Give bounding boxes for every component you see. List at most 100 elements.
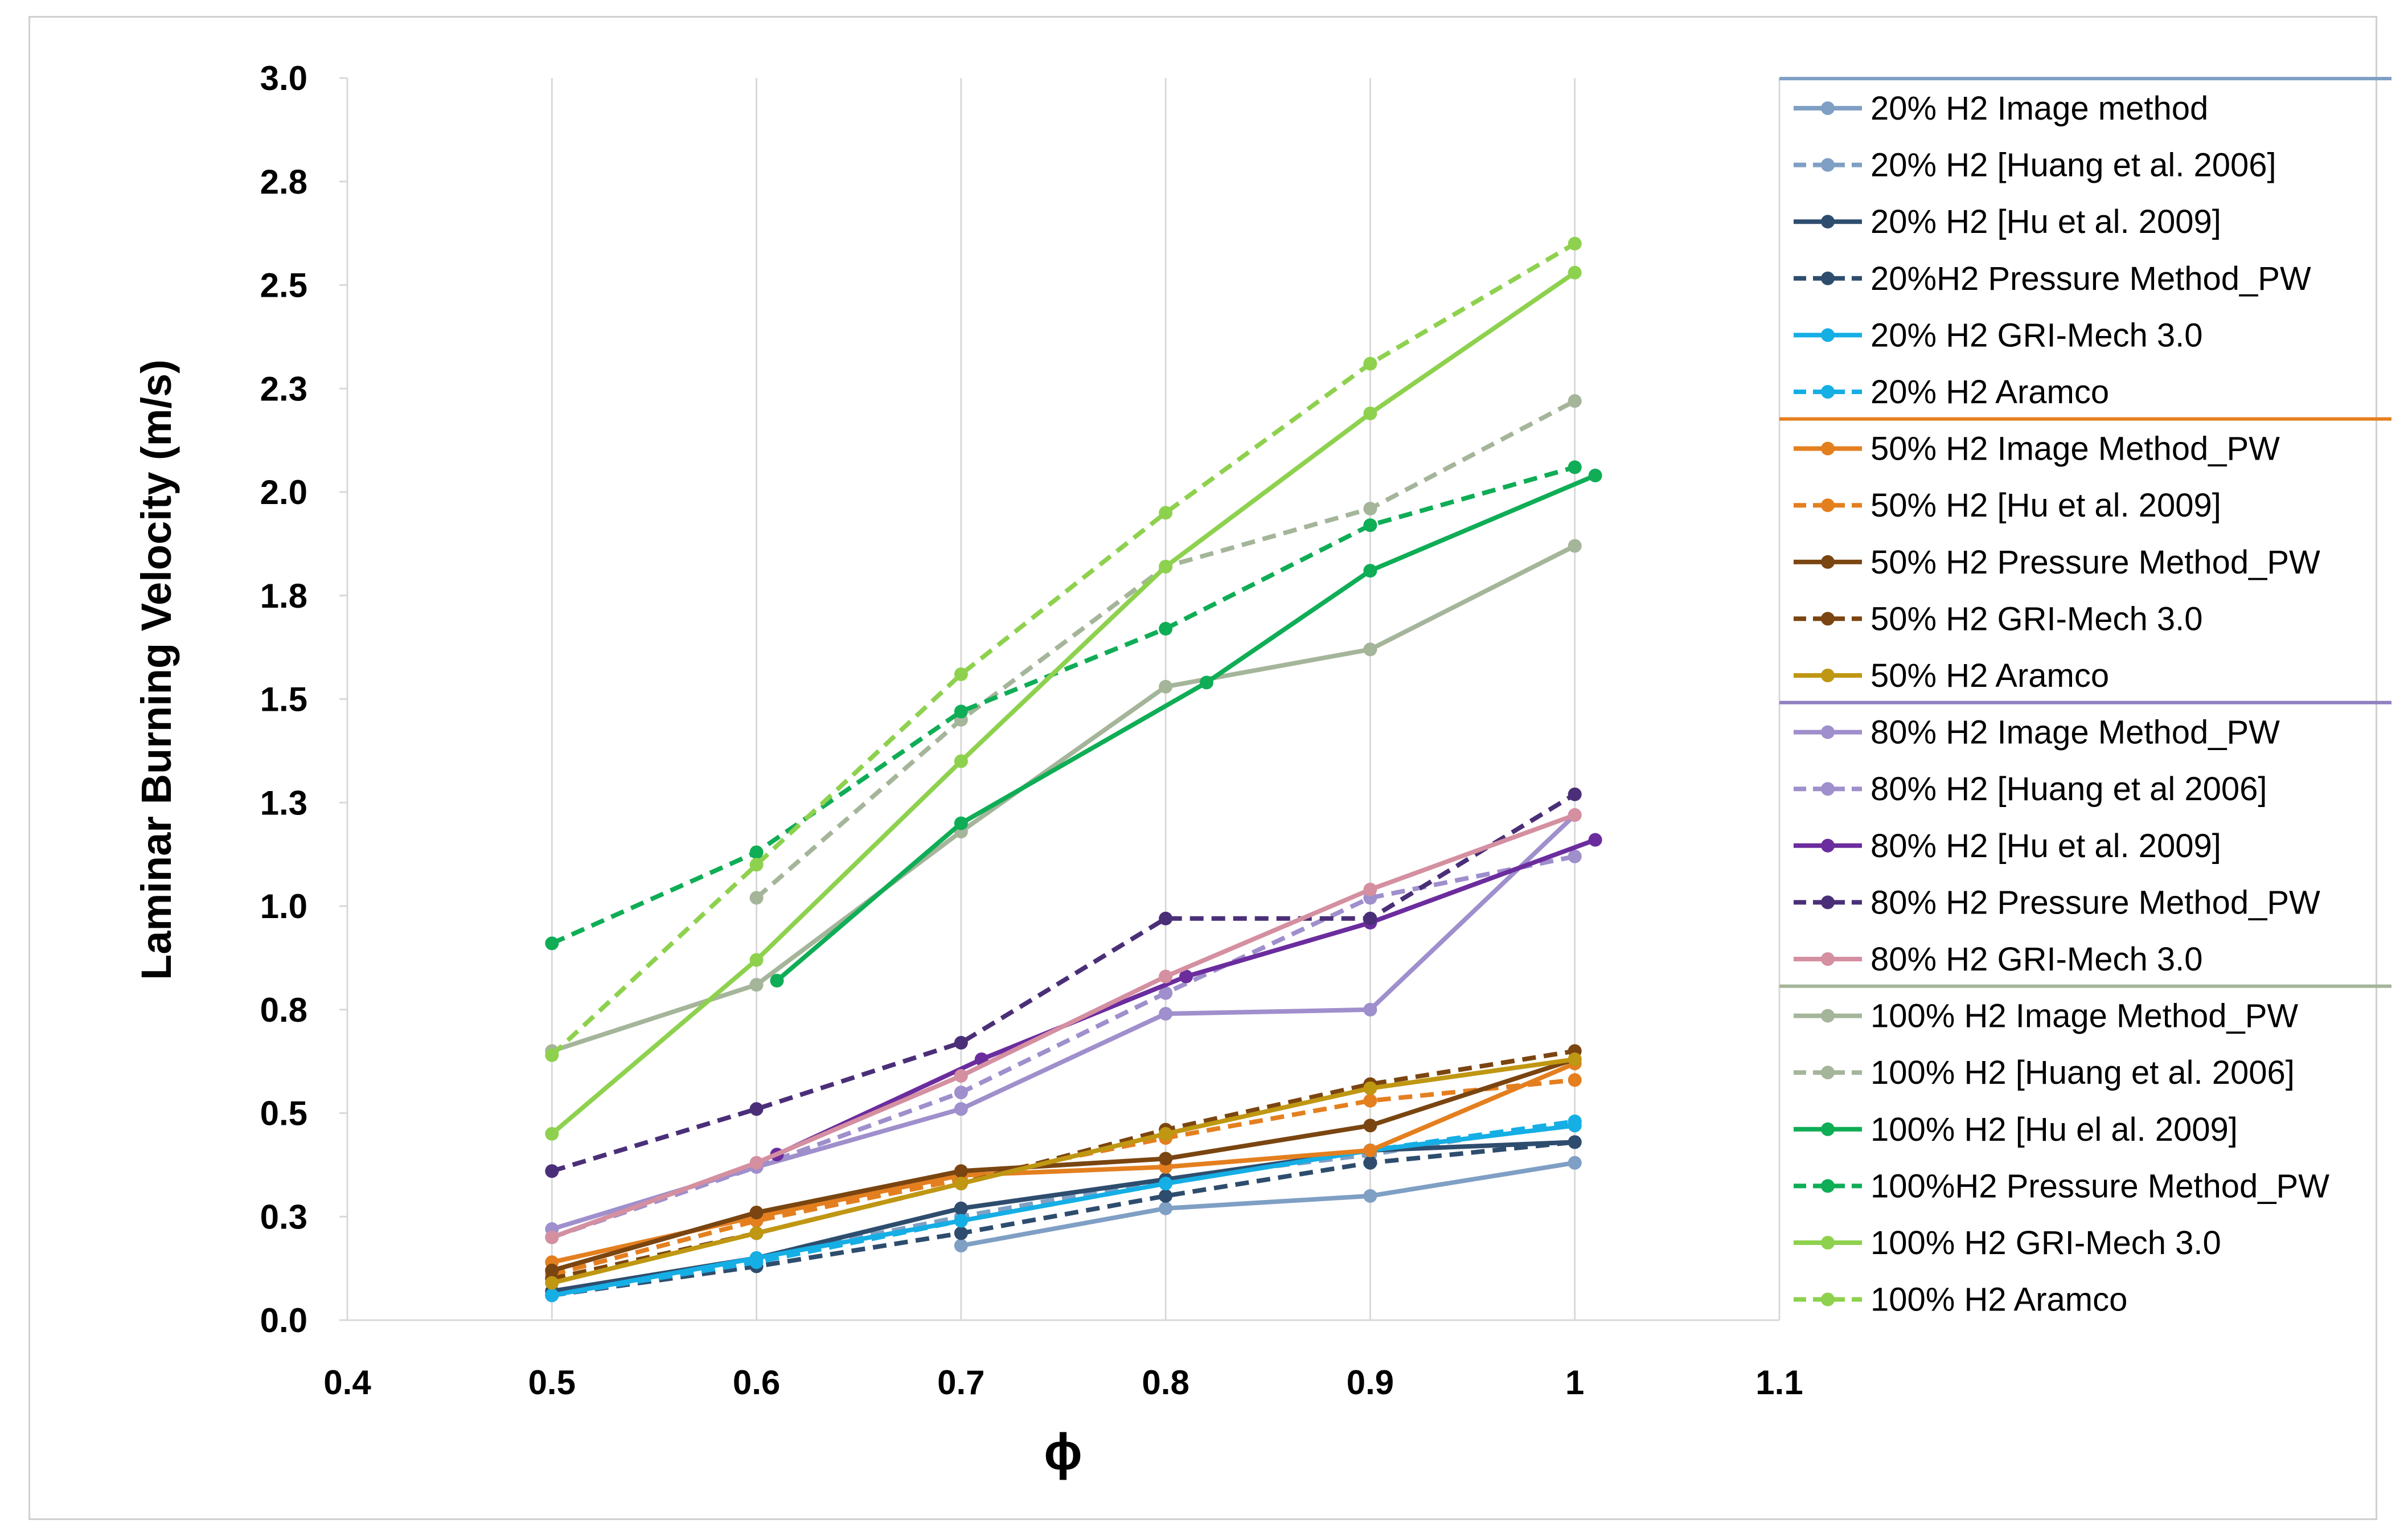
data-point bbox=[1159, 1177, 1173, 1191]
data-point bbox=[1363, 911, 1377, 925]
legend-item: 100% H2 Image Method_PW bbox=[1794, 998, 2298, 1035]
x-axis-title: ϕ bbox=[1044, 1424, 1082, 1481]
legend-item: 20% H2 Image method bbox=[1794, 90, 2208, 127]
data-point bbox=[1159, 1007, 1173, 1021]
data-point bbox=[954, 754, 968, 768]
legend-label: 20% H2 GRI-Mech 3.0 bbox=[1870, 317, 2202, 354]
data-point bbox=[749, 978, 764, 992]
legend-swatch-marker bbox=[1821, 725, 1835, 739]
legend-swatch-marker bbox=[1821, 441, 1835, 456]
legend-label: 20% H2 [Huang et al. 2006] bbox=[1870, 147, 2276, 184]
y-tick-label: 3.0 bbox=[260, 59, 307, 97]
data-point bbox=[954, 1201, 968, 1215]
data-point bbox=[954, 1226, 968, 1240]
data-point bbox=[954, 667, 968, 681]
y-tick-label: 1.5 bbox=[260, 681, 307, 719]
data-point bbox=[1568, 1156, 1582, 1170]
legend-label: 20% H2 [Hu et al. 2009] bbox=[1870, 203, 2221, 240]
y-tick-label: 2.8 bbox=[260, 163, 307, 201]
legend-label: 100%H2 Pressure Method_PW bbox=[1870, 1168, 2329, 1205]
series-15 bbox=[545, 808, 1582, 1244]
data-point bbox=[954, 1214, 968, 1228]
legend-swatch-marker bbox=[1821, 612, 1835, 626]
x-tick-label: 0.7 bbox=[937, 1363, 984, 1402]
data-point bbox=[954, 1102, 968, 1116]
data-point bbox=[954, 704, 968, 719]
legend-label: 80% H2 [Huang et al 2006] bbox=[1870, 771, 2267, 808]
data-point bbox=[1568, 808, 1582, 822]
data-point bbox=[1159, 559, 1173, 574]
data-point bbox=[749, 891, 764, 905]
legend-item: 20% H2 [Huang et al. 2006] bbox=[1794, 147, 2276, 184]
legend-swatch-marker bbox=[1821, 555, 1835, 569]
legend-label: 50% H2 Image Method_PW bbox=[1870, 431, 2280, 468]
y-tick-label: 0.5 bbox=[260, 1095, 307, 1133]
series-5 bbox=[545, 1115, 1582, 1302]
data-point bbox=[1159, 621, 1173, 636]
data-point bbox=[1159, 1127, 1173, 1141]
data-point bbox=[1568, 265, 1582, 280]
legend-swatch-marker bbox=[1821, 101, 1835, 115]
series-10 bbox=[545, 1052, 1582, 1290]
data-point bbox=[749, 953, 764, 967]
data-point bbox=[1159, 506, 1173, 520]
data-point bbox=[954, 1177, 968, 1191]
legend-label: 80% H2 Pressure Method_PW bbox=[1870, 884, 2320, 921]
data-point bbox=[1588, 468, 1602, 482]
series-line bbox=[551, 854, 1576, 1240]
data-point bbox=[1363, 1002, 1377, 1017]
data-point bbox=[1568, 236, 1582, 251]
legend-swatch-marker bbox=[1821, 669, 1835, 682]
legend-item: 100% H2 [Hu el al. 2009] bbox=[1794, 1111, 2238, 1148]
data-point bbox=[749, 845, 764, 859]
x-tick-label: 0.4 bbox=[323, 1363, 371, 1402]
legend-item: 80% H2 Pressure Method_PW bbox=[1794, 884, 2320, 921]
legend-item: 80% H2 GRI-Mech 3.0 bbox=[1794, 941, 2202, 978]
legend-label: 50% H2 Aramco bbox=[1870, 657, 2109, 694]
data-point bbox=[1363, 357, 1377, 371]
legend-swatch-marker bbox=[1821, 271, 1835, 285]
data-point bbox=[545, 936, 559, 951]
data-point bbox=[1159, 911, 1173, 925]
data-point bbox=[1363, 1143, 1377, 1157]
tick-layer: 0.0 0.3 0.5 0.8 1.0 1.3 1.5 1.8 2.0 2.3 2.5 2.8 3.0 0… bbox=[260, 59, 1803, 1402]
legend-item: 50% H2 GRI-Mech 3.0 bbox=[1794, 600, 2202, 637]
legend-label: 80% H2 [Hu et al. 2009] bbox=[1870, 828, 2221, 865]
series-line bbox=[551, 1057, 1576, 1285]
legend-label: 100% H2 [Hu el al. 2009] bbox=[1870, 1111, 2238, 1148]
legend-swatch-marker bbox=[1821, 385, 1835, 399]
legend-label: 50% H2 Pressure Method_PW bbox=[1870, 544, 2320, 581]
legend-item: 50% H2 Image Method_PW bbox=[1794, 431, 2280, 468]
x-tick-label: 1.1 bbox=[1755, 1363, 1803, 1402]
series-line bbox=[551, 792, 1576, 1174]
data-point bbox=[770, 973, 784, 988]
y-tick-label: 1.8 bbox=[260, 577, 307, 615]
data-point bbox=[954, 1239, 968, 1253]
y-tick-label: 2.3 bbox=[260, 370, 307, 408]
y-tick-label: 1.0 bbox=[260, 887, 307, 925]
legend-swatch-marker bbox=[1821, 1066, 1835, 1080]
data-point bbox=[1568, 787, 1582, 801]
data-point bbox=[1159, 1201, 1173, 1215]
legend-label: 100% H2 GRI-Mech 3.0 bbox=[1870, 1224, 2221, 1261]
data-point bbox=[954, 1086, 968, 1100]
legend-item: 80% H2 [Hu et al. 2009] bbox=[1794, 828, 2221, 865]
legend-swatch-marker bbox=[1821, 328, 1835, 342]
legend-item: 50% H2 [Hu et al. 2009] bbox=[1794, 487, 2221, 524]
series-line bbox=[551, 1119, 1576, 1298]
legend-swatch-marker bbox=[1821, 782, 1835, 796]
legend-swatch-marker bbox=[1821, 1122, 1835, 1136]
legend-swatch-marker bbox=[1821, 1236, 1835, 1250]
legend-swatch-marker bbox=[1821, 1292, 1835, 1306]
legend-label: 80% H2 Image Method_PW bbox=[1870, 714, 2280, 751]
legend-item: 20% H2 GRI-Mech 3.0 bbox=[1794, 317, 2202, 354]
legend-label: 80% H2 GRI-Mech 3.0 bbox=[1870, 941, 2202, 978]
legend-label: 20% H2 Image method bbox=[1870, 90, 2208, 127]
data-point bbox=[749, 1102, 764, 1116]
data-point bbox=[1159, 679, 1173, 694]
data-point bbox=[1159, 969, 1173, 984]
legend-item: 20% H2 [Hu et al. 2009] bbox=[1794, 203, 2221, 240]
data-point bbox=[545, 1276, 559, 1290]
data-point bbox=[749, 1226, 764, 1240]
data-point bbox=[1159, 1189, 1173, 1203]
